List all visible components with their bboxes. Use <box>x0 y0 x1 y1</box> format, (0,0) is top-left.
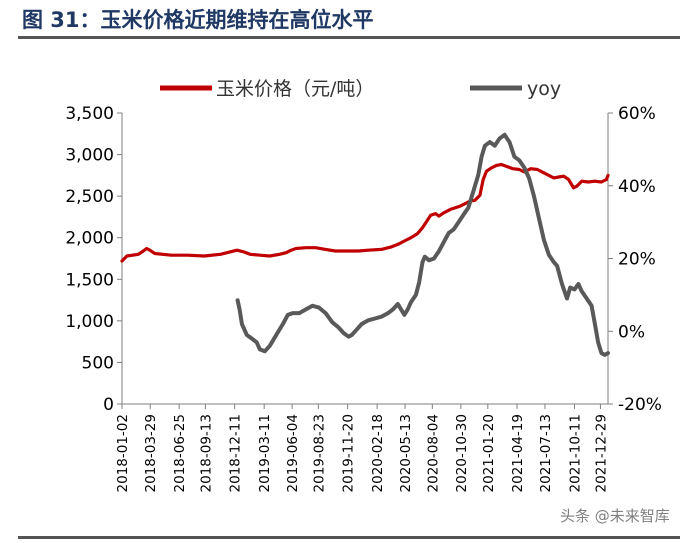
x-tick-label: 2018-03-29 <box>143 414 159 492</box>
bottom-rule <box>18 536 680 539</box>
left-tick-label: 2,500 <box>65 187 114 207</box>
watermark: 头条 @未来智库 <box>560 507 670 525</box>
x-tick-label: 2019-11-20 <box>341 414 357 492</box>
left-tick-label: 3,500 <box>65 104 114 124</box>
x-tick-label: 2019-03-11 <box>257 414 273 492</box>
x-tick-label: 2020-08-04 <box>425 414 441 492</box>
right-tick-label: 20% <box>618 250 656 270</box>
x-tick-label: 2018-01-02 <box>115 414 131 492</box>
title-rule <box>18 36 680 39</box>
series-layer <box>120 132 610 357</box>
legend: 玉米价格（元/吨） yoy <box>160 78 561 100</box>
right-tick-label: 40% <box>618 177 656 197</box>
left-tick-label: 1,000 <box>65 312 114 332</box>
legend-label-price: 玉米价格（元/吨） <box>216 78 374 100</box>
yoy-line <box>235 132 610 357</box>
x-tick-label: 2019-08-23 <box>311 414 327 492</box>
axes: 0 500 1,000 1,500 2,000 2,500 3,000 3,500 -20% 0%… <box>65 104 662 492</box>
left-tick-label: 0 <box>103 395 114 415</box>
x-tick-label: 2019-06-04 <box>285 414 301 492</box>
x-tick-label: 2021-01-20 <box>481 414 497 492</box>
x-tick-label: 2021-07-13 <box>538 414 554 492</box>
x-tick-label: 2018-06-25 <box>172 414 188 492</box>
legend-label-yoy: yoy <box>527 78 561 100</box>
figure-title: 图 31：玉米价格近期维持在高位水平 <box>22 8 374 32</box>
x-tick-label: 2020-05-13 <box>398 414 414 492</box>
left-tick-label: 1,500 <box>65 270 114 290</box>
x-tick-label: 2021-04-19 <box>510 414 526 492</box>
x-tick-label: 2021-12-29 <box>593 414 609 492</box>
left-tick-label: 2,000 <box>65 229 114 249</box>
left-tick-label: 3,000 <box>65 146 114 166</box>
right-tick-label: -20% <box>618 395 662 415</box>
x-tick-label: 2020-02-18 <box>370 414 386 492</box>
x-tick-label: 2018-12-11 <box>228 414 244 492</box>
x-tick-label: 2021-10-11 <box>568 414 584 492</box>
corn-price-line <box>120 162 610 263</box>
x-tick-label: 2020-10-30 <box>454 414 470 492</box>
left-tick-label: 500 <box>82 353 114 373</box>
right-tick-label: 60% <box>618 104 656 124</box>
right-tick-label: 0% <box>618 322 645 342</box>
x-tick-label: 2018-09-13 <box>198 414 214 492</box>
